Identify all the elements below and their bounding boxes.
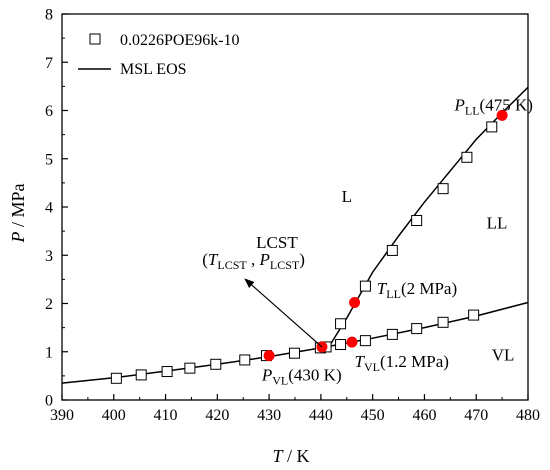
y-axis-title: P / MPa (8, 183, 28, 243)
data-point-19 (437, 183, 449, 195)
region-label-l: L (342, 187, 352, 206)
annotations: L LL VL LCST (TLCST , PLCST) PLL(475 K) … (202, 96, 533, 388)
x-tick-label-2: 410 (154, 407, 178, 424)
region-label-vl: VL (492, 345, 515, 364)
plot-area: 390 400 410 420 430 440 450 460 470 480 0 1 2 3 4 5 6 7 8 (45, 7, 540, 425)
y-tick-label-3: 3 (45, 248, 53, 265)
data-point-17 (411, 215, 423, 227)
lcst-arrow-head (244, 278, 255, 289)
highlight-point-4 (496, 109, 508, 121)
highlight-point-0 (263, 350, 275, 362)
x-axis-title: T / K (272, 446, 309, 466)
p-ll-label: PLL(475 K) (453, 96, 532, 118)
legend: 0.0226POE96k-10 MSL EOS (78, 32, 240, 78)
legend-label-1: MSL EOS (120, 61, 187, 78)
region-label-ll: LL (487, 214, 508, 233)
y-tick-label-7: 7 (45, 55, 53, 72)
y-tick-label-8: 8 (45, 7, 53, 24)
data-point-4 (210, 358, 222, 370)
data-point-15 (386, 244, 398, 256)
x-tick-label-9: 480 (516, 407, 540, 424)
y-tick-label-6: 6 (45, 103, 53, 120)
lcst-arrow (244, 278, 323, 348)
p-vl-label: PVL(430 K) (261, 366, 342, 388)
y-tick-label-2: 2 (45, 296, 53, 313)
highlight-point-3 (349, 297, 361, 309)
y-tick-label-1: 1 (45, 344, 53, 361)
x-ticks: 390 400 410 420 430 440 450 460 470 480 (50, 394, 540, 424)
lcst-arrow-shaft (251, 284, 323, 348)
data-point-20 (461, 151, 473, 163)
data-point-2 (161, 366, 173, 378)
marker-layer (110, 109, 508, 384)
data-point-10 (335, 339, 347, 351)
x-tick-label-6: 450 (361, 407, 385, 424)
x-tick-label-3: 420 (205, 407, 229, 424)
y-tick-label-0: 0 (45, 393, 53, 410)
x-tick-label-8: 470 (464, 407, 488, 424)
data-point-16 (411, 323, 423, 335)
y-tick-label-4: 4 (45, 200, 53, 217)
legend-label-0: 0.0226POE96k-10 (120, 32, 240, 49)
x-tick-label-7: 460 (412, 407, 436, 424)
data-point-0 (110, 372, 122, 384)
y-tick-label-5: 5 (45, 151, 53, 168)
data-point-11 (335, 318, 347, 330)
t-ll-label: TLL(2 MPa) (377, 279, 457, 301)
data-point-12 (359, 335, 371, 347)
x-tick-label-4: 430 (257, 407, 281, 424)
x-tick-label-5: 440 (309, 407, 333, 424)
data-point-1 (135, 369, 147, 381)
data-point-7 (288, 347, 300, 359)
data-point-18 (437, 316, 449, 328)
lcst-label: LCST (256, 233, 298, 252)
data-point-3 (184, 362, 196, 374)
lcst-coordinates-label: (TLCST , PLCST) (202, 250, 305, 272)
y-ticks: 0 1 2 3 4 5 6 7 8 (45, 7, 68, 410)
data-point-22 (486, 121, 498, 133)
data-point-13 (359, 280, 371, 292)
x-tick-label-0: 390 (50, 407, 74, 424)
data-point-5 (239, 354, 251, 366)
highlight-point-2 (346, 336, 358, 348)
data-point-14 (386, 328, 398, 340)
legend-square-marker (89, 33, 101, 45)
x-tick-label-1: 400 (102, 407, 126, 424)
data-point-21 (468, 309, 480, 321)
t-vl-label: TVL(1.2 MPa) (355, 352, 449, 374)
